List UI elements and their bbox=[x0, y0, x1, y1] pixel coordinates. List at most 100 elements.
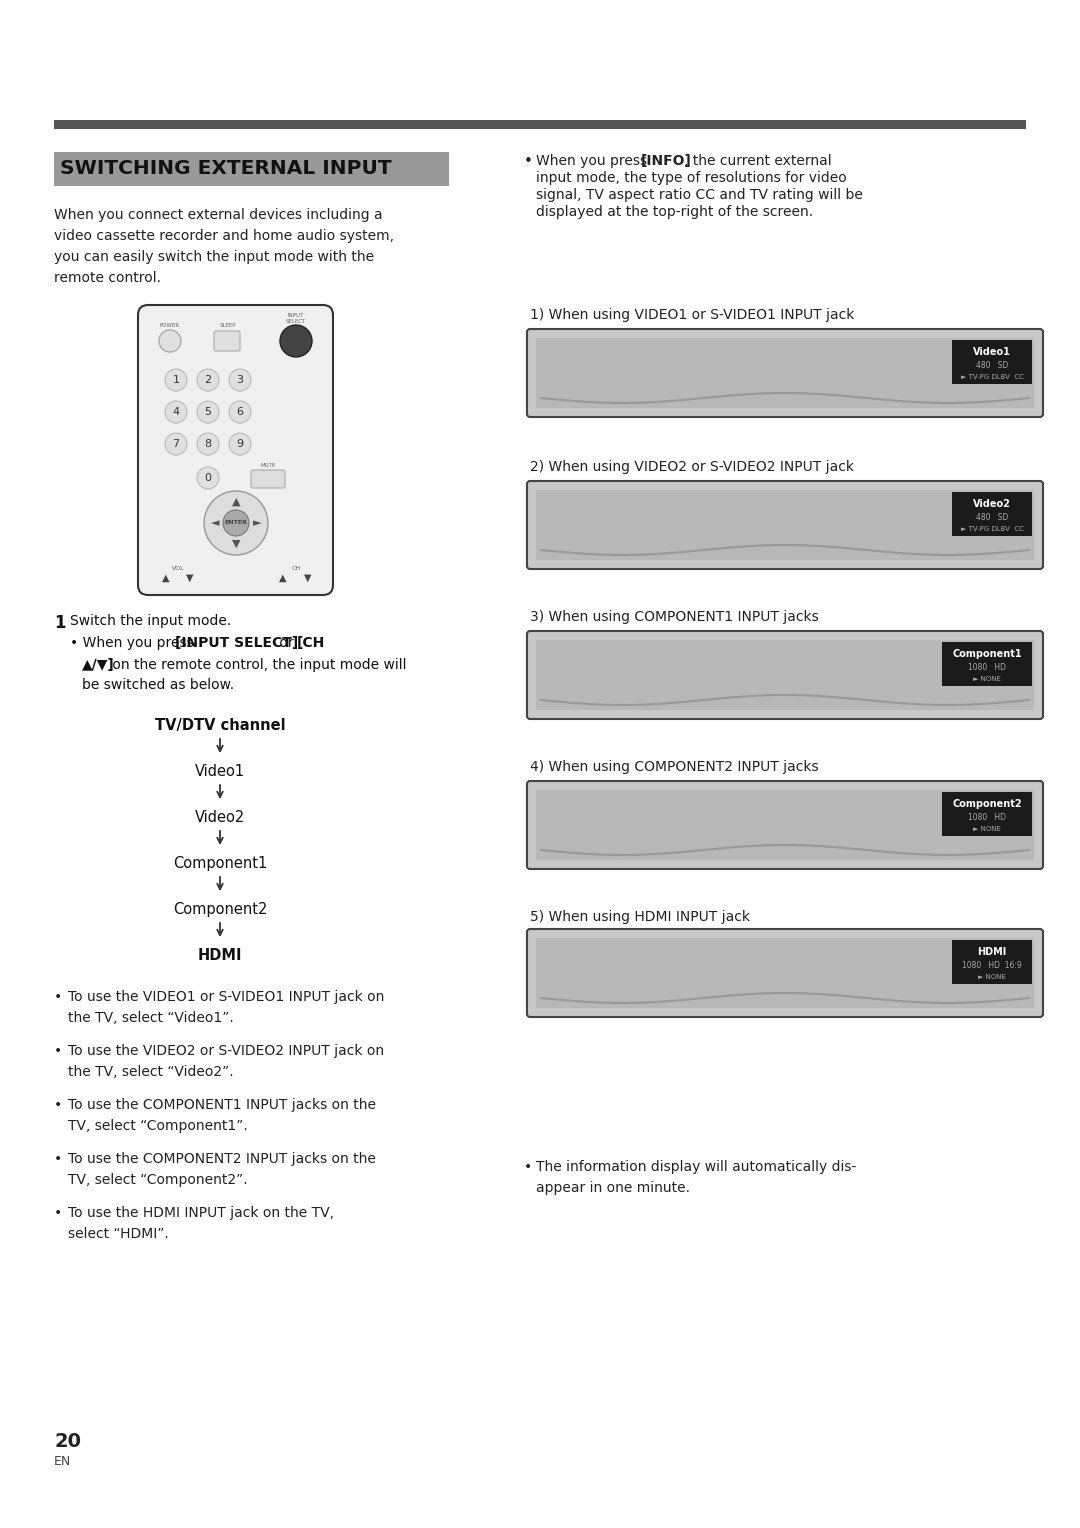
Text: •: • bbox=[54, 1206, 63, 1219]
Circle shape bbox=[197, 400, 219, 423]
Text: 6: 6 bbox=[237, 406, 243, 417]
Text: Video1: Video1 bbox=[194, 764, 245, 779]
Text: [CH: [CH bbox=[297, 636, 325, 649]
Circle shape bbox=[197, 368, 219, 391]
Text: ▲: ▲ bbox=[232, 497, 240, 507]
Circle shape bbox=[229, 432, 251, 455]
Text: input mode, the type of resolutions for video: input mode, the type of resolutions for … bbox=[536, 171, 847, 185]
Text: Switch the input mode.: Switch the input mode. bbox=[70, 614, 231, 628]
Text: •: • bbox=[54, 1044, 63, 1057]
Text: 9: 9 bbox=[237, 439, 244, 449]
Circle shape bbox=[165, 432, 187, 455]
Text: ▼: ▼ bbox=[186, 573, 193, 584]
Text: To use the VIDEO2 or S-VIDEO2 INPUT jack on
the TV, select “Video2”.: To use the VIDEO2 or S-VIDEO2 INPUT jack… bbox=[68, 1044, 384, 1079]
Circle shape bbox=[229, 400, 251, 423]
Text: •: • bbox=[524, 154, 532, 170]
Text: ► TV-PG DLBV  CC: ► TV-PG DLBV CC bbox=[960, 526, 1024, 532]
Text: 1: 1 bbox=[54, 614, 66, 633]
Text: ▼: ▼ bbox=[232, 539, 240, 549]
Text: 5) When using HDMI INPUT jack: 5) When using HDMI INPUT jack bbox=[530, 911, 750, 924]
Text: HDMI: HDMI bbox=[977, 947, 1007, 957]
Text: Video2: Video2 bbox=[194, 810, 245, 825]
Text: Component2: Component2 bbox=[173, 902, 267, 917]
Text: 3: 3 bbox=[237, 374, 243, 385]
Text: signal, TV aspect ratio CC and TV rating will be: signal, TV aspect ratio CC and TV rating… bbox=[536, 188, 863, 202]
Text: ▼: ▼ bbox=[305, 573, 312, 584]
Text: To use the COMPONENT1 INPUT jacks on the
TV, select “Component1”.: To use the COMPONENT1 INPUT jacks on the… bbox=[68, 1099, 376, 1132]
Circle shape bbox=[165, 368, 187, 391]
Circle shape bbox=[204, 490, 268, 555]
Text: To use the HDMI INPUT jack on the TV,
select “HDMI”.: To use the HDMI INPUT jack on the TV, se… bbox=[68, 1206, 334, 1241]
Circle shape bbox=[222, 510, 249, 536]
Bar bbox=[536, 490, 1034, 559]
Text: CH: CH bbox=[292, 565, 300, 571]
Text: ▲/▼]: ▲/▼] bbox=[82, 659, 114, 672]
Text: Video2: Video2 bbox=[973, 500, 1011, 509]
Bar bbox=[536, 938, 1034, 1008]
Text: ► NONE: ► NONE bbox=[973, 827, 1001, 833]
Text: [INPUT SELECT]: [INPUT SELECT] bbox=[175, 636, 298, 649]
Text: •: • bbox=[524, 1160, 532, 1174]
Text: 480   SD: 480 SD bbox=[976, 362, 1008, 370]
Text: 8: 8 bbox=[204, 439, 212, 449]
Circle shape bbox=[280, 325, 312, 358]
Text: • When you press: • When you press bbox=[70, 636, 198, 649]
FancyBboxPatch shape bbox=[251, 471, 285, 487]
FancyBboxPatch shape bbox=[527, 481, 1043, 568]
Text: SWITCHING EXTERNAL INPUT: SWITCHING EXTERNAL INPUT bbox=[60, 159, 392, 179]
Text: POWER: POWER bbox=[160, 322, 180, 329]
Text: MUTE: MUTE bbox=[260, 463, 275, 468]
Text: 3) When using COMPONENT1 INPUT jacks: 3) When using COMPONENT1 INPUT jacks bbox=[530, 610, 819, 623]
Text: To use the VIDEO1 or S-VIDEO1 INPUT jack on
the TV, select “Video1”.: To use the VIDEO1 or S-VIDEO1 INPUT jack… bbox=[68, 990, 384, 1025]
Text: Component2: Component2 bbox=[953, 799, 1022, 808]
Text: 2) When using VIDEO2 or S-VIDEO2 INPUT jack: 2) When using VIDEO2 or S-VIDEO2 INPUT j… bbox=[530, 460, 854, 474]
Text: EN: EN bbox=[54, 1455, 71, 1468]
Text: INPUT
SELECT: INPUT SELECT bbox=[286, 313, 306, 324]
Text: HDMI: HDMI bbox=[198, 947, 242, 963]
FancyBboxPatch shape bbox=[138, 306, 333, 594]
Text: When you connect external devices including a
video cassette recorder and home a: When you connect external devices includ… bbox=[54, 208, 394, 286]
Text: 5: 5 bbox=[204, 406, 212, 417]
Text: ▲: ▲ bbox=[162, 573, 170, 584]
Text: 1080   HD  16:9: 1080 HD 16:9 bbox=[962, 961, 1022, 970]
Text: •: • bbox=[54, 990, 63, 1004]
Text: 1080   HD: 1080 HD bbox=[968, 813, 1005, 822]
Text: ► NONE: ► NONE bbox=[973, 675, 1001, 681]
Bar bbox=[536, 640, 1034, 711]
Bar bbox=[942, 642, 1032, 686]
FancyBboxPatch shape bbox=[527, 929, 1043, 1018]
Text: 4) When using COMPONENT2 INPUT jacks: 4) When using COMPONENT2 INPUT jacks bbox=[530, 759, 819, 775]
Text: 1080   HD: 1080 HD bbox=[968, 663, 1005, 672]
Circle shape bbox=[159, 330, 181, 351]
Text: The information display will automatically dis-
appear in one minute.: The information display will automatical… bbox=[536, 1160, 856, 1195]
Bar bbox=[536, 790, 1034, 860]
Text: ▲: ▲ bbox=[280, 573, 287, 584]
Text: 480   SD: 480 SD bbox=[976, 513, 1008, 523]
Text: ► TV-PG DLBV  CC: ► TV-PG DLBV CC bbox=[960, 374, 1024, 380]
Text: be switched as below.: be switched as below. bbox=[82, 678, 234, 692]
Text: 2: 2 bbox=[204, 374, 212, 385]
Circle shape bbox=[197, 468, 219, 489]
Text: ► NONE: ► NONE bbox=[978, 973, 1005, 979]
Text: SLEEP: SLEEP bbox=[219, 322, 237, 329]
Text: 1) When using VIDEO1 or S-VIDEO1 INPUT jack: 1) When using VIDEO1 or S-VIDEO1 INPUT j… bbox=[530, 309, 854, 322]
Bar bbox=[54, 151, 449, 186]
Text: displayed at the top-right of the screen.: displayed at the top-right of the screen… bbox=[536, 205, 813, 219]
Bar bbox=[951, 940, 1032, 984]
Text: VOL: VOL bbox=[172, 565, 185, 571]
FancyBboxPatch shape bbox=[214, 332, 240, 351]
Circle shape bbox=[229, 368, 251, 391]
Circle shape bbox=[165, 400, 187, 423]
Text: TV/DTV channel: TV/DTV channel bbox=[154, 718, 285, 733]
Bar bbox=[951, 492, 1032, 536]
Text: 1: 1 bbox=[173, 374, 179, 385]
Text: When you press: When you press bbox=[536, 154, 651, 168]
Text: 4: 4 bbox=[173, 406, 179, 417]
Bar bbox=[951, 341, 1032, 384]
Bar bbox=[942, 792, 1032, 836]
Text: Component1: Component1 bbox=[953, 649, 1022, 659]
Text: To use the COMPONENT2 INPUT jacks on the
TV, select “Component2”.: To use the COMPONENT2 INPUT jacks on the… bbox=[68, 1152, 376, 1187]
Text: Component1: Component1 bbox=[173, 856, 267, 871]
FancyBboxPatch shape bbox=[527, 631, 1043, 720]
Bar bbox=[536, 338, 1034, 408]
